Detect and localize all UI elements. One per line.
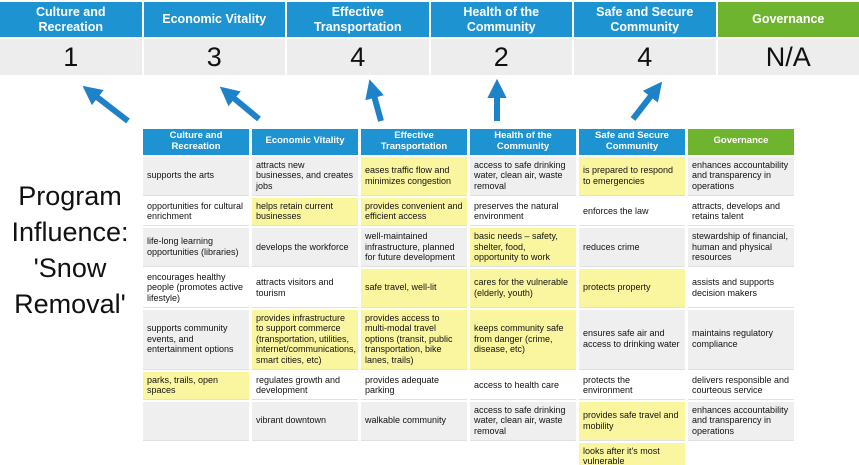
table-cell: enhances accountability and transparency… bbox=[688, 156, 794, 196]
column-header-culture-and-recreation: Culture and Recreation bbox=[143, 129, 249, 155]
column-header-economic-vitality: Economic Vitality bbox=[252, 129, 358, 155]
influence-arrows bbox=[82, 78, 663, 124]
table-row: looks after it's most vulnerable bbox=[143, 442, 794, 465]
table-row: supports the arts attracts new businesses… bbox=[143, 156, 794, 196]
table-cell: well-maintained infrastructure, planned … bbox=[361, 227, 467, 267]
table-row: parks, trails, open spaces regulates grow… bbox=[143, 371, 794, 400]
table-cell bbox=[252, 442, 358, 465]
category-box-governance: Governance bbox=[717, 2, 859, 37]
table-row: supports community events, and entertain… bbox=[143, 309, 794, 370]
influence-arrow bbox=[365, 79, 384, 122]
table-cell: access to safe drinking water, clean air… bbox=[470, 156, 576, 196]
table-cell: supports the arts bbox=[143, 156, 249, 196]
table-cell: preserves the natural environment bbox=[470, 197, 576, 226]
main-area: Program Influence: 'Snow Removal' Cultur… bbox=[0, 127, 859, 465]
category-box-safe-and-secure-community: Safe and Secure Community bbox=[574, 2, 716, 37]
category-header-row: Culture and Recreation Economic Vitality… bbox=[0, 0, 859, 37]
table-cell: stewardship of financial, human and phys… bbox=[688, 227, 794, 267]
table-row: life-long learning opportunities (librar… bbox=[143, 227, 794, 267]
score-safe-and-secure-community: 4 bbox=[574, 39, 716, 75]
table-cell: ensures safe air and access to drinking … bbox=[579, 309, 685, 370]
table-cell: provides convenient and efficient access bbox=[361, 197, 467, 226]
table-cell: regulates growth and development bbox=[252, 371, 358, 400]
table-row: vibrant downtown walkable community access… bbox=[143, 401, 794, 441]
score-health-of-the-community: 2 bbox=[430, 39, 572, 75]
table-cell: provides safe travel and mobility bbox=[579, 401, 685, 441]
score-culture-and-recreation: 1 bbox=[0, 39, 142, 75]
table-cell: maintains regulatory compliance bbox=[688, 309, 794, 370]
table-cell bbox=[143, 401, 249, 441]
influence-table: Culture and Recreation Economic Vitality… bbox=[140, 127, 797, 465]
table-row: encourages healthy people (promotes acti… bbox=[143, 268, 794, 308]
table-header-row: Culture and Recreation Economic Vitality… bbox=[143, 129, 794, 155]
category-box-economic-vitality: Economic Vitality bbox=[143, 2, 285, 37]
column-header-effective-transportation: Effective Transportation bbox=[361, 129, 467, 155]
table-cell: attracts, develops and retains talent bbox=[688, 197, 794, 226]
influence-table-head: Culture and Recreation Economic Vitality… bbox=[143, 129, 794, 155]
table-cell: enhances accountability and transparency… bbox=[688, 401, 794, 441]
influence-arrow bbox=[630, 81, 663, 121]
table-cell: encourages healthy people (promotes acti… bbox=[143, 268, 249, 308]
table-cell: is prepared to respond to emergencies bbox=[579, 156, 685, 196]
category-box-culture-and-recreation: Culture and Recreation bbox=[0, 2, 142, 37]
table-cell: basic needs – safety, shelter, food, opp… bbox=[470, 227, 576, 267]
table-cell: protects the environment bbox=[579, 371, 685, 400]
category-box-health-of-the-community: Health of the Community bbox=[430, 2, 572, 37]
table-cell: vibrant downtown bbox=[252, 401, 358, 441]
table-cell: looks after it's most vulnerable bbox=[579, 442, 685, 465]
table-cell: attracts new businesses, and creates job… bbox=[252, 156, 358, 196]
table-cell: life-long learning opportunities (librar… bbox=[143, 227, 249, 267]
table-cell: supports community events, and entertain… bbox=[143, 309, 249, 370]
table-cell: provides access to multi-modal travel op… bbox=[361, 309, 467, 370]
table-cell: provides adequate parking bbox=[361, 371, 467, 400]
column-header-safe-and-secure-community: Safe and Secure Community bbox=[579, 129, 685, 155]
column-header-governance: Governance bbox=[688, 129, 794, 155]
table-cell: eases traffic flow and minimizes congest… bbox=[361, 156, 467, 196]
table-cell: opportunities for cultural enrichment bbox=[143, 197, 249, 226]
table-cell: reduces crime bbox=[579, 227, 685, 267]
table-cell: safe travel, well-lit bbox=[361, 268, 467, 308]
table-cell bbox=[143, 442, 249, 465]
score-row: 1 3 4 2 4 N/A bbox=[0, 39, 859, 75]
table-cell: attracts visitors and tourism bbox=[252, 268, 358, 308]
table-cell bbox=[361, 442, 467, 465]
table-row: opportunities for cultural enrichment hel… bbox=[143, 197, 794, 226]
table-cell: delivers responsible and courteous servi… bbox=[688, 371, 794, 400]
category-box-effective-transportation: Effective Transportation bbox=[287, 2, 429, 37]
table-cell: walkable community bbox=[361, 401, 467, 441]
table-cell: protects property bbox=[579, 268, 685, 308]
table-cell: assists and supports decision makers bbox=[688, 268, 794, 308]
program-influence-label: Program Influence: 'Snow Removal' bbox=[11, 181, 129, 319]
table-cell: enforces the law bbox=[579, 197, 685, 226]
table-cell bbox=[470, 442, 576, 465]
table-cell: parks, trails, open spaces bbox=[143, 371, 249, 400]
table-cell: cares for the vulnerable (elderly, youth… bbox=[470, 268, 576, 308]
score-economic-vitality: 3 bbox=[143, 39, 285, 75]
table-cell: helps retain current businesses bbox=[252, 197, 358, 226]
column-header-health-of-the-community: Health of the Community bbox=[470, 129, 576, 155]
influence-arrow bbox=[219, 86, 261, 122]
table-cell: access to safe drinking water, clean air… bbox=[470, 401, 576, 441]
table-cell: provides infrastructure to support comme… bbox=[252, 309, 358, 370]
score-governance: N/A bbox=[717, 39, 859, 75]
table-cell: keeps community safe from danger (crime,… bbox=[470, 309, 576, 370]
table-cell: develops the workforce bbox=[252, 227, 358, 267]
score-effective-transportation: 4 bbox=[287, 39, 429, 75]
table-cell: access to health care bbox=[470, 371, 576, 400]
influence-table-body: supports the arts attracts new businesses… bbox=[143, 156, 794, 465]
influence-arrow bbox=[82, 85, 130, 124]
table-cell bbox=[688, 442, 794, 465]
